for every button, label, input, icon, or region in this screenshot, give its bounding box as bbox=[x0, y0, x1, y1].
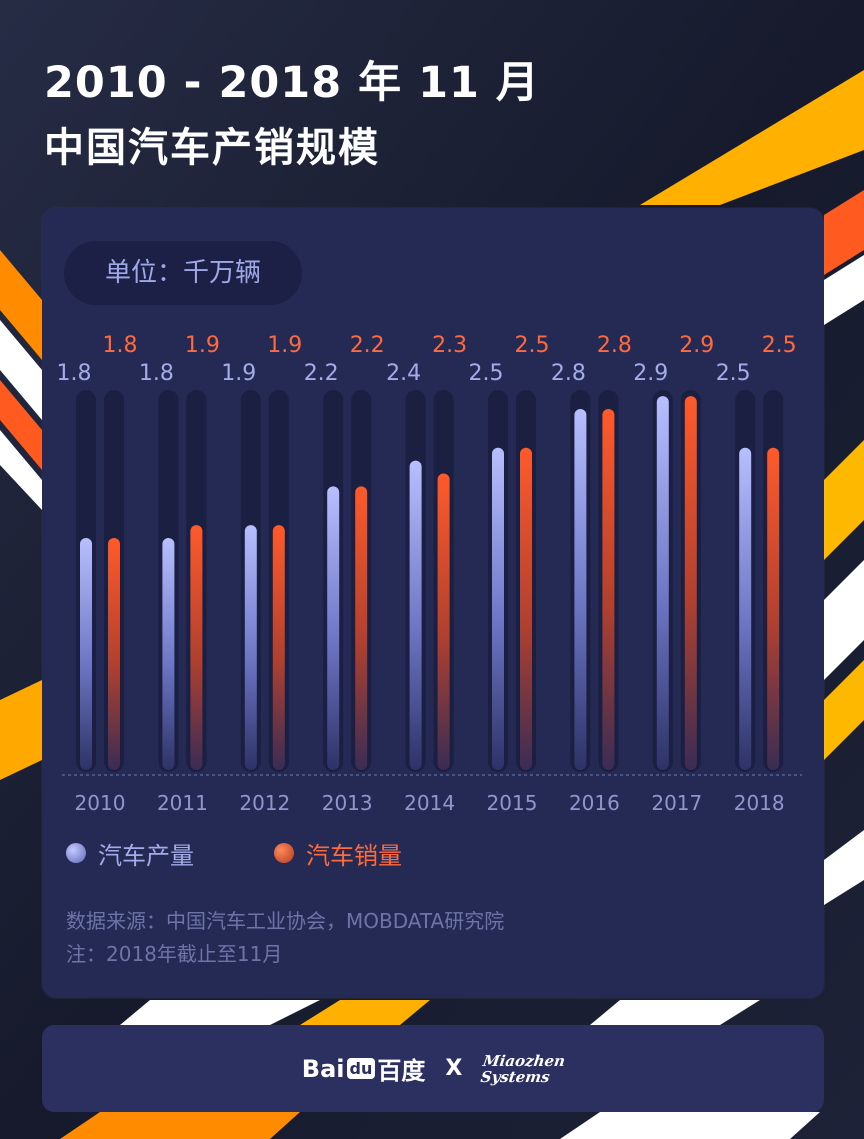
data-source-note: 数据来源：中国汽车工业协会，MOBDATA研究院 bbox=[66, 909, 505, 933]
sales-bar bbox=[272, 525, 285, 770]
baidu-logo-text: Bai bbox=[301, 1054, 345, 1083]
sales-bar bbox=[520, 447, 532, 770]
production-value-label: 1.9 bbox=[221, 361, 256, 386]
legend-sales-label: 汽车销量 bbox=[306, 841, 402, 870]
production-bar bbox=[162, 538, 175, 770]
logo-separator: X bbox=[445, 1056, 463, 1081]
footer-bar: Bai du 百度 X Miaozhen Systems bbox=[42, 1025, 824, 1112]
bars bbox=[80, 396, 780, 770]
production-bar bbox=[409, 460, 422, 770]
cutoff-note: 注：2018年截止至11月 bbox=[66, 942, 283, 966]
x-tick-label: 2017 bbox=[651, 791, 702, 815]
miaozhen-logo-line2: Systems bbox=[479, 1067, 552, 1086]
sales-bar bbox=[602, 409, 615, 770]
sales-bar bbox=[767, 447, 780, 770]
page-subtitle: 中国汽车产销规模 bbox=[44, 125, 380, 171]
miaozhen-logo-line1: Miaozhen bbox=[482, 1051, 567, 1070]
baidu-logo: Bai du 百度 bbox=[302, 1051, 426, 1086]
x-tick-label: 2013 bbox=[322, 791, 373, 815]
legend-production-swatch bbox=[66, 843, 86, 863]
baidu-paw-icon: du bbox=[346, 1058, 376, 1079]
bar-tracks bbox=[76, 390, 784, 772]
production-bar bbox=[574, 409, 587, 770]
miaozhen-logo: Miaozhen Systems bbox=[479, 1051, 567, 1086]
sales-bar bbox=[108, 538, 120, 770]
production-bar bbox=[80, 538, 92, 770]
production-value-label: 1.8 bbox=[139, 361, 174, 386]
production-value-label: 2.2 bbox=[304, 361, 339, 386]
x-tick-label: 2014 bbox=[404, 791, 455, 815]
production-value-label: 2.5 bbox=[716, 361, 751, 386]
production-value-label: 2.9 bbox=[633, 361, 668, 386]
sales-value-label: 2.9 bbox=[679, 333, 714, 358]
partner-logos: Bai du 百度 X Miaozhen Systems bbox=[42, 1025, 824, 1112]
legend-sales: 汽车销量 bbox=[274, 838, 402, 870]
x-tick-label: 2011 bbox=[157, 791, 208, 815]
sales-value-label: 2.5 bbox=[762, 333, 797, 358]
baidu-logo-cn: 百度 bbox=[377, 1057, 426, 1085]
x-tick-label: 2012 bbox=[239, 791, 290, 815]
production-value-label: 2.4 bbox=[386, 361, 421, 386]
sales-value-label: 2.3 bbox=[432, 333, 467, 358]
production-bar bbox=[492, 447, 504, 770]
sales-value-label: 2.8 bbox=[597, 333, 632, 358]
sales-value-label: 2.2 bbox=[350, 333, 385, 358]
x-axis-ticks: 2010 2011 2012 2013 2014 2015 2016 2017 2018 bbox=[75, 791, 785, 815]
value-labels: 1.81.81.81.91.91.92.22.22.42.32.52.52.82… bbox=[57, 333, 797, 386]
legend-sales-swatch bbox=[274, 843, 294, 863]
legend-production: 汽车产量 bbox=[66, 838, 194, 870]
legend-production-label: 汽车产量 bbox=[98, 841, 194, 870]
sales-bar bbox=[190, 525, 203, 770]
production-bar bbox=[327, 486, 340, 770]
page-title: 2010 - 2018 年 11 月 bbox=[44, 58, 540, 108]
sales-value-label: 1.9 bbox=[267, 333, 302, 358]
production-value-label: 2.5 bbox=[469, 361, 504, 386]
sales-value-label: 1.8 bbox=[103, 333, 138, 358]
unit-label: 单位：千万辆 bbox=[64, 241, 302, 305]
production-value-label: 1.8 bbox=[57, 361, 92, 386]
production-bar bbox=[656, 396, 669, 770]
x-tick-label: 2016 bbox=[569, 791, 620, 815]
sales-bar bbox=[684, 396, 697, 770]
sales-value-label: 1.9 bbox=[185, 333, 220, 358]
sales-bar bbox=[437, 473, 450, 770]
sales-value-label: 2.5 bbox=[515, 333, 550, 358]
x-tick-label: 2010 bbox=[75, 791, 126, 815]
production-bar bbox=[244, 525, 257, 770]
production-value-label: 2.8 bbox=[551, 361, 586, 386]
production-bar bbox=[739, 447, 752, 770]
x-tick-label: 2018 bbox=[734, 791, 785, 815]
x-tick-label: 2015 bbox=[487, 791, 538, 815]
sales-bar bbox=[355, 486, 368, 770]
